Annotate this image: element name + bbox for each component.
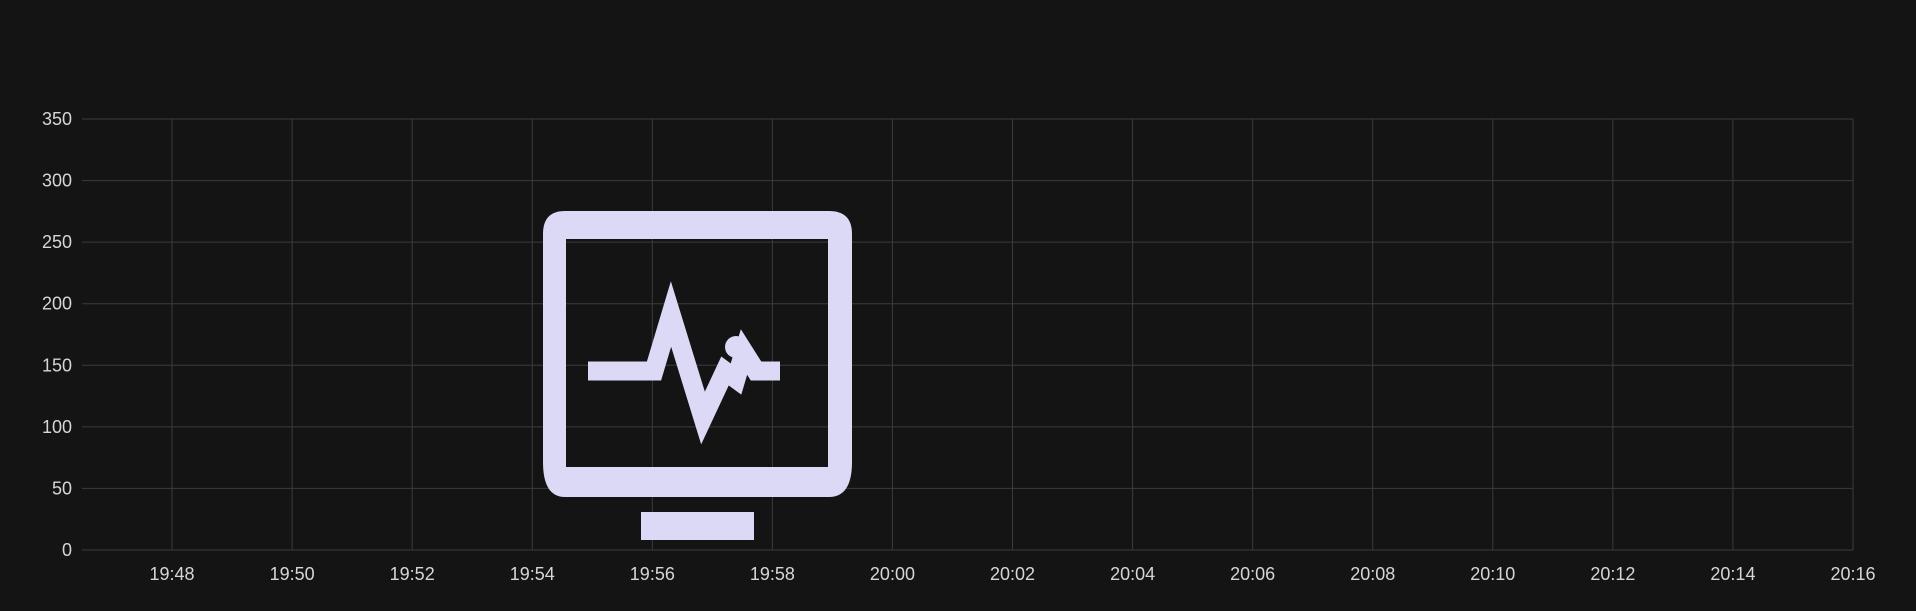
x-tick-label: 20:02 [990, 564, 1035, 584]
x-tick-label: 20:12 [1590, 564, 1635, 584]
y-tick-label: 50 [52, 478, 72, 498]
monitor-heartbeat-icon [543, 211, 852, 540]
y-gridlines [82, 118, 1853, 551]
x-tick-label: 19:58 [750, 564, 795, 584]
y-tick-label: 300 [42, 171, 72, 191]
x-tick-label: 19:56 [630, 564, 675, 584]
y-tick-label: 200 [42, 294, 72, 314]
x-tick-label: 20:16 [1830, 564, 1875, 584]
monitor-stand [641, 512, 754, 540]
x-tick-label: 20:04 [1110, 564, 1155, 584]
x-tick-label: 19:48 [150, 564, 195, 584]
heartbeat-line [588, 281, 780, 445]
y-tick-label: 0 [62, 540, 72, 560]
x-tick-labels: 19:48 19:50 19:52 19:54 19:56 19:58 20:00 20:02… [150, 564, 1876, 584]
x-tick-label: 19:54 [510, 564, 555, 584]
monitor-frame [543, 211, 852, 497]
x-tick-label: 19:52 [390, 564, 435, 584]
x-tick-label: 20:08 [1350, 564, 1395, 584]
y-tick-label: 350 [42, 109, 72, 129]
y-tick-label: 250 [42, 232, 72, 252]
x-tick-label: 19:50 [270, 564, 315, 584]
y-tick-label: 100 [42, 417, 72, 437]
y-tick-label: 150 [42, 355, 72, 375]
heartbeat-dot [725, 336, 747, 358]
x-tick-label: 20:06 [1230, 564, 1275, 584]
x-tick-label: 20:14 [1710, 564, 1755, 584]
y-tick-labels: 0 50 100 150 200 250 300 350 [42, 109, 72, 560]
x-tick-label: 20:00 [870, 564, 915, 584]
x-tick-label: 20:10 [1470, 564, 1515, 584]
x-gridlines [171, 119, 1854, 550]
